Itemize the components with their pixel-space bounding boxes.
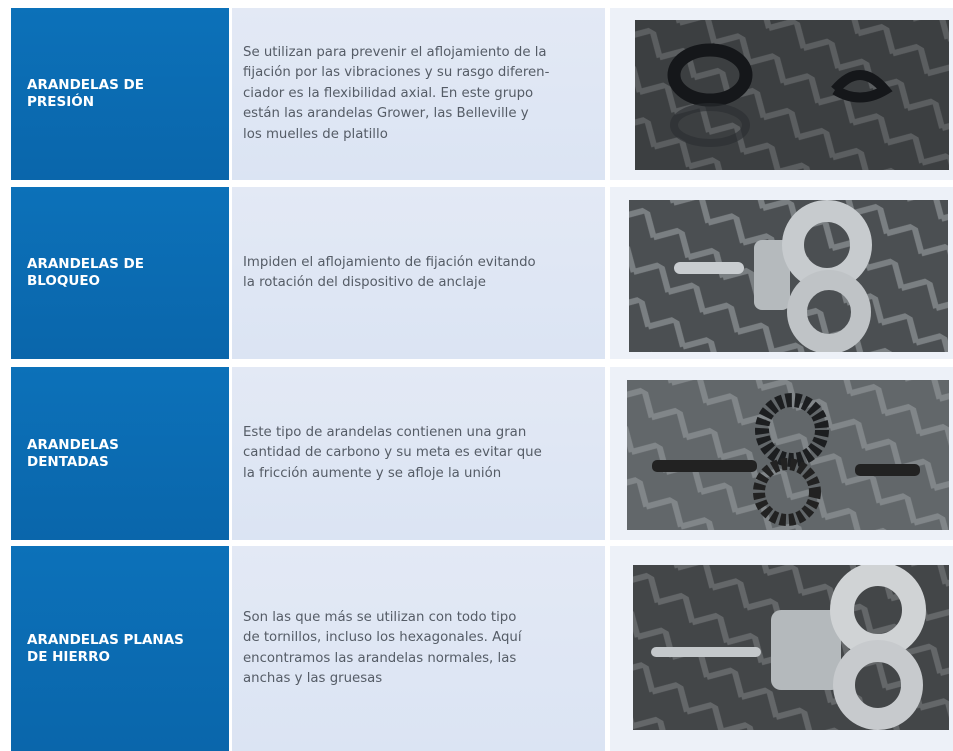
row-description: Impiden el aflojamiento de fijación evit… bbox=[232, 187, 605, 359]
desc-line: ciador es la flexibilidad axial. En este… bbox=[243, 85, 534, 101]
row-title: ARANDELAS DENTADAS bbox=[11, 367, 229, 540]
title-line: ARANDELAS PLANAS bbox=[27, 631, 184, 648]
photo bbox=[635, 20, 949, 170]
photo bbox=[633, 565, 949, 730]
row-title: ARANDELAS PLANAS DE HIERRO bbox=[11, 546, 229, 751]
desc-line: cantidad de carbono y su meta es evitar … bbox=[243, 445, 542, 461]
desc-line: fijación por las vibraciones y su rasgo … bbox=[243, 65, 550, 81]
desc-line: Este tipo de arandelas contienen una gra… bbox=[243, 424, 527, 440]
row-title: ARANDELAS DE PRESIÓN bbox=[11, 8, 229, 180]
desc-line: encontramos las arandelas normales, las bbox=[243, 650, 517, 666]
title-line: ARANDELAS DE bbox=[27, 77, 144, 93]
title-line: ARANDELAS DE bbox=[27, 256, 144, 272]
title-line: BLOQUEO bbox=[27, 273, 101, 289]
image-cell bbox=[610, 546, 953, 751]
title-line: ARANDELAS bbox=[27, 436, 119, 453]
table-row: ARANDELAS DE PRESIÓN Se utilizan para pre… bbox=[11, 8, 953, 180]
title-line: DENTADAS bbox=[27, 453, 109, 470]
desc-line: los muelles de platillo bbox=[243, 126, 388, 142]
desc-line: la fricción aumente y se afloje la unión bbox=[243, 465, 502, 481]
image-cell bbox=[610, 8, 953, 180]
desc-line: la rotación del dispositivo de anclaje bbox=[243, 275, 486, 290]
photo bbox=[627, 380, 949, 530]
desc-line: Son las que más se utilizan con todo tip… bbox=[243, 609, 517, 625]
row-description: Se utilizan para prevenir el aflojamient… bbox=[232, 8, 605, 180]
row-description: Este tipo de arandelas contienen una gra… bbox=[232, 367, 605, 540]
title-line: DE HIERRO bbox=[27, 648, 110, 665]
image-cell bbox=[610, 367, 953, 540]
desc-line: están las arandelas Grower, las Bellevil… bbox=[243, 106, 529, 122]
photo bbox=[629, 200, 948, 352]
desc-line: Se utilizan para prevenir el aflojamient… bbox=[243, 44, 547, 60]
table-row: ARANDELAS DENTADAS Este tipo de arandelas… bbox=[11, 367, 953, 540]
desc-line: Impiden el aflojamiento de fijación evit… bbox=[243, 254, 536, 270]
image-cell bbox=[610, 187, 953, 359]
desc-line: anchas y las gruesas bbox=[243, 671, 383, 686]
table-row: ARANDELAS PLANAS DE HIERRO Son las que má… bbox=[11, 546, 953, 751]
row-title: ARANDELAS DE BLOQUEO bbox=[11, 187, 229, 359]
desc-line: de tornillos, incluso los hexagonales. A… bbox=[243, 630, 522, 645]
row-description: Son las que más se utilizan con todo tip… bbox=[232, 546, 605, 751]
title-line: PRESIÓN bbox=[27, 94, 95, 110]
table-row: ARANDELAS DE BLOQUEO Impiden el aflojamie… bbox=[11, 187, 953, 359]
